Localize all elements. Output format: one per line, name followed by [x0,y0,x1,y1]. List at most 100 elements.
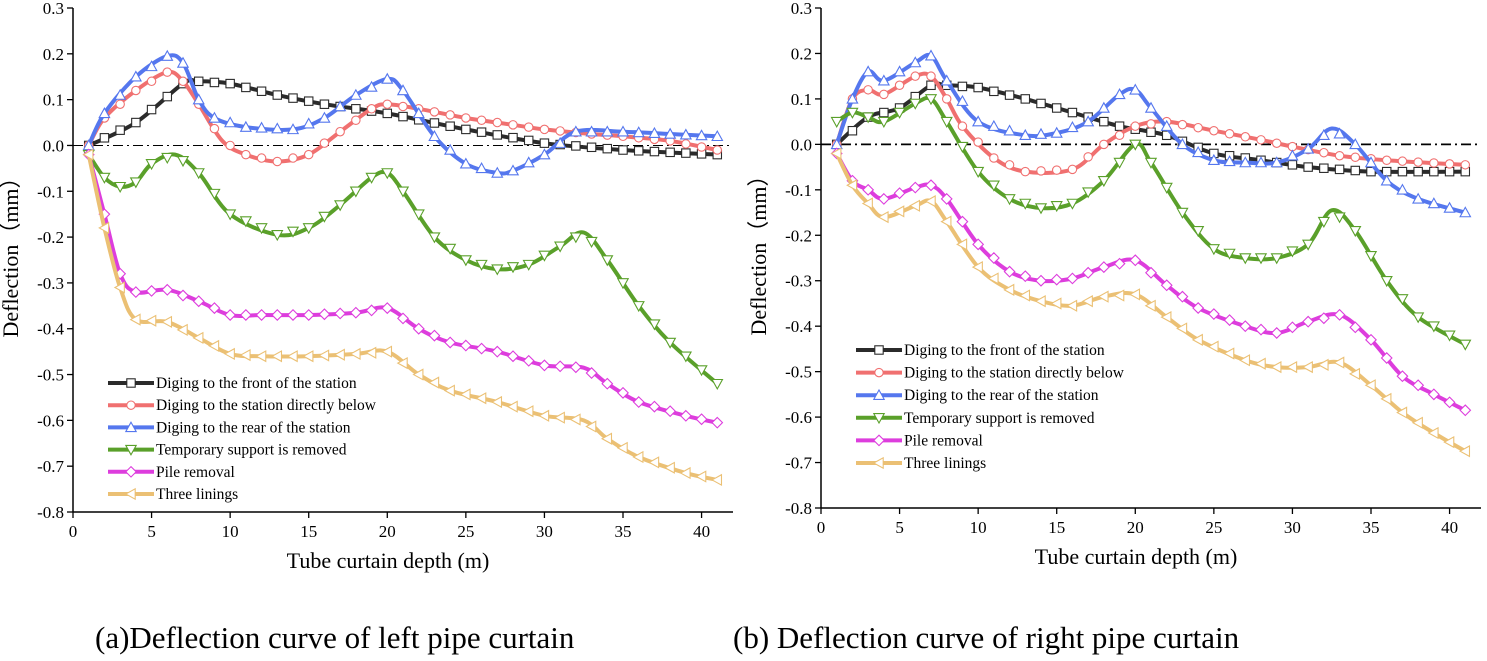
series-marker-temp [318,211,331,223]
series-marker-pile [956,215,969,228]
series-marker-temp [1034,203,1048,215]
caption-right-chart: (b) Deflection curve of right pipe curta… [733,620,1240,655]
series-marker-temp [972,166,985,178]
series-marker-temp [830,116,843,128]
series-marker-front [847,125,858,136]
series-marker-below [1413,157,1423,167]
series-marker-temp [538,250,551,262]
series-marker-temp [862,112,875,124]
series-marker-temp [1129,139,1142,151]
series-marker-temp [648,319,661,331]
series-marker-front [209,77,220,88]
series-marker-pile [287,309,299,321]
series-marker-below [1020,166,1031,177]
y-tick-label: -0.5 [785,363,812,382]
series-marker-below [1256,135,1266,145]
series-marker-rear [522,156,535,168]
series-marker-below [989,153,999,163]
series-marker-front [1397,166,1408,177]
series-marker-linings [710,473,723,487]
series-marker-pile [632,396,645,409]
series-marker-linings [987,272,999,285]
legend-label: Temporary support is removed [156,442,347,459]
series-marker-linings [1191,333,1203,346]
series-marker-temp [239,216,252,228]
series-marker-linings [1443,435,1455,449]
x-tick-label: 20 [379,522,396,541]
series-marker-rear [381,72,394,84]
series-marker-pile [987,252,1000,264]
series-marker-below [1146,119,1156,129]
series-marker-below [146,76,157,87]
series-marker-linings [877,210,889,224]
series-marker-pile [239,309,252,321]
series-below [831,71,1471,177]
series-marker-temp [129,177,142,189]
series-marker-rear [255,121,268,133]
series-marker-pile [1427,388,1440,401]
series-marker-temp [1192,225,1205,238]
series-marker-pile [664,405,677,418]
legend: Diging to the front of the station Diging… [856,342,1125,472]
series-marker-pile [381,302,394,315]
series-marker-linings [82,148,94,161]
series-temp [830,94,1472,351]
series-marker-below [508,120,518,130]
x-tick-label: 25 [1205,518,1222,537]
series-marker-temp [1396,294,1409,306]
y-tick-label: 0.0 [791,135,812,154]
series-marker-temp [940,116,953,128]
series-pile [830,147,1472,417]
series-marker-linings [1411,416,1423,429]
series-marker-pile [1035,274,1047,287]
series-marker-linings [924,195,936,208]
series-linings [82,148,723,487]
series-marker-linings [648,456,660,469]
series-marker-below [1444,159,1455,169]
series-marker-rear [1412,192,1425,204]
series-marker-rear [365,80,378,92]
series-marker-front [618,145,628,155]
series-marker-linings [506,400,518,413]
series-marker-front [398,111,408,122]
series-marker-linings [160,315,173,328]
series-marker-linings [113,281,125,294]
series-marker-linings [318,349,330,362]
series-marker-front [1146,127,1156,137]
series-marker-linings [475,392,487,405]
legend-swatch-marker [872,388,886,400]
series-marker-rear [1286,149,1299,161]
series-marker-rear [893,65,906,77]
series-marker-linings [1396,406,1408,419]
series-marker-linings [396,356,408,370]
y-tick-label: 0.2 [791,44,812,63]
series-marker-below [1067,164,1078,175]
y-tick-label: -0.2 [37,228,64,247]
series-marker-rear [1270,156,1283,168]
series-marker-rear [585,125,598,137]
series-marker-linings [1238,354,1251,367]
series-marker-temp [909,98,922,110]
series-marker-rear [318,111,331,123]
series-marker-temp [1176,207,1189,219]
series-marker-pile [1255,323,1267,336]
series-marker-pile [1019,270,1032,283]
y-tick-label: 0.1 [43,91,64,110]
series-marker-below [957,121,968,131]
series-marker-pile [1396,370,1409,383]
series-marker-linings [893,205,905,218]
series-marker-temp [1097,175,1110,188]
legend-label: Diging to the station directly below [156,397,377,414]
series-marker-below [1051,165,1062,175]
series-marker-temp [1160,182,1173,194]
series-marker-pile [412,322,425,335]
series-marker-pile [459,339,472,352]
series-marker-linings [600,432,613,445]
series-marker-linings [553,411,565,424]
series-marker-linings [908,199,921,212]
series-marker-linings [585,420,597,433]
series-marker-linings [176,323,188,337]
x-tick-label: 10 [970,518,987,537]
series-marker-below [476,115,487,126]
series-marker-front [1020,94,1031,104]
